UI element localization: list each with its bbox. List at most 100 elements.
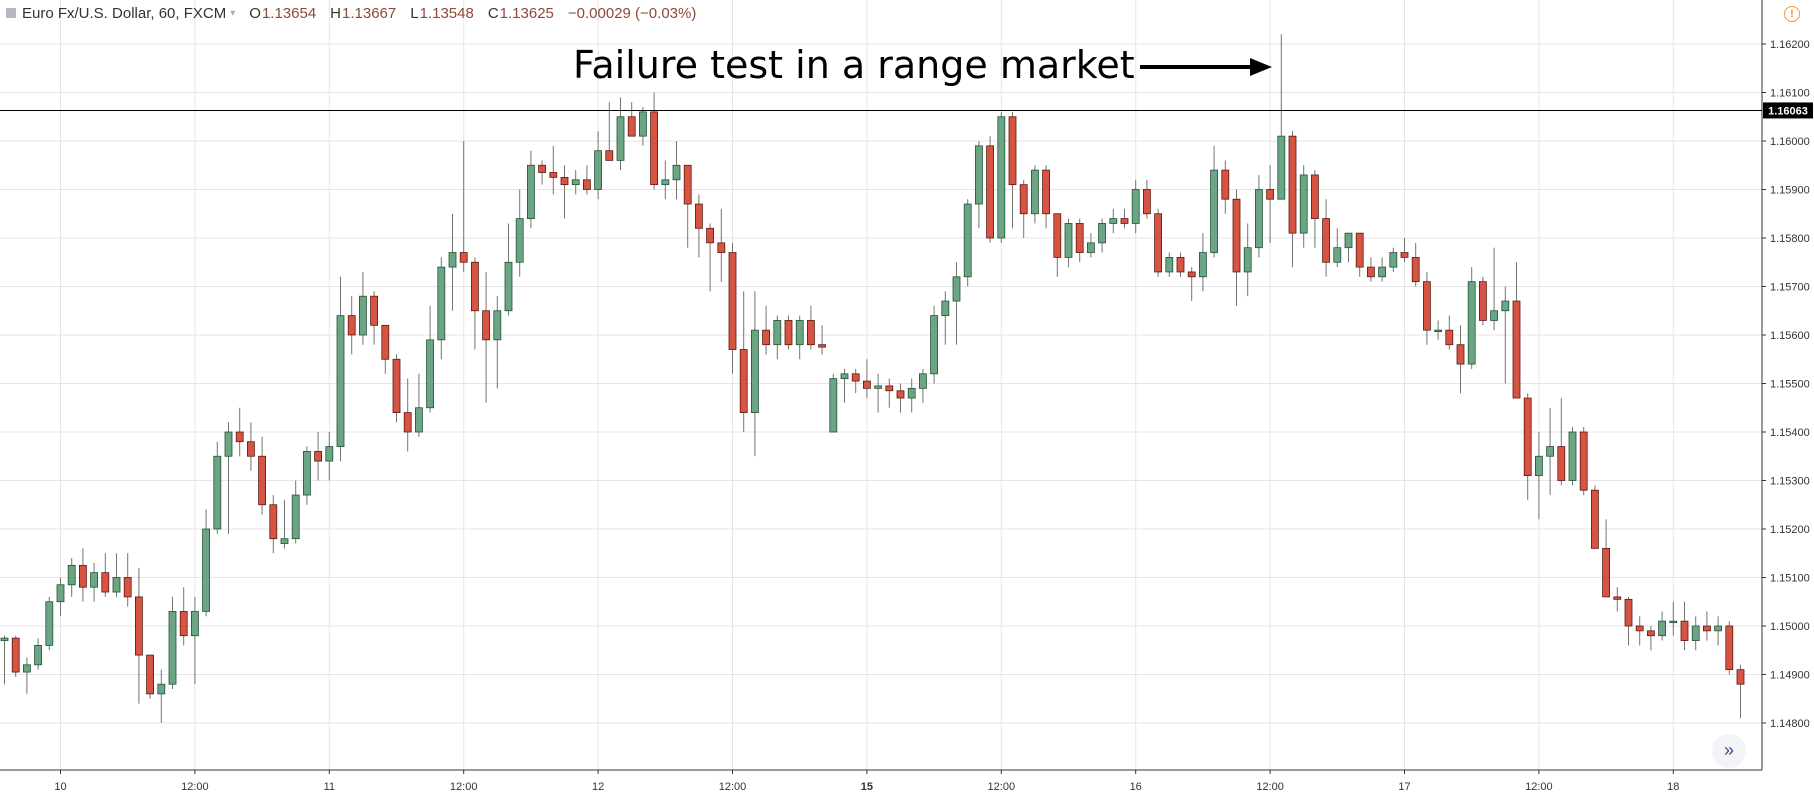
- candle-bullish: [1087, 233, 1095, 258]
- candle-body: [818, 344, 826, 348]
- candle-bearish: [549, 145, 558, 195]
- candle-bearish: [695, 194, 703, 258]
- candle-body: [146, 654, 155, 695]
- candle-bearish: [1266, 165, 1274, 243]
- candle-body: [168, 611, 177, 685]
- candle-bearish: [1456, 325, 1465, 394]
- candle-body: [1557, 446, 1566, 481]
- candle-bullish: [1490, 247, 1498, 331]
- candle-bearish: [269, 495, 278, 554]
- candle-body: [1635, 625, 1644, 632]
- candle-body: [22, 664, 31, 673]
- candle-body: [975, 145, 983, 205]
- close-label: C: [487, 4, 499, 22]
- candle-bearish: [1423, 271, 1431, 345]
- candle-body: [370, 295, 379, 326]
- candle-bearish: [728, 242, 737, 374]
- candle-body: [605, 150, 614, 161]
- candle-bearish: [1579, 427, 1588, 496]
- candle-bearish: [1523, 393, 1532, 500]
- candle-bearish: [1311, 170, 1319, 248]
- candle-body: [1490, 310, 1498, 321]
- candle-body: [1221, 169, 1230, 200]
- price-tick-label: 1.15000: [1770, 621, 1810, 633]
- candle-body: [1434, 329, 1442, 333]
- candle-body: [1008, 116, 1017, 186]
- candle-bearish: [258, 436, 267, 515]
- candle-bullish: [1344, 232, 1353, 263]
- candle-bearish: [1053, 213, 1062, 277]
- candle-body: [1053, 213, 1062, 258]
- candle-body: [919, 373, 927, 389]
- candle-body: [1400, 252, 1409, 258]
- candle-bearish: [1703, 611, 1711, 641]
- high-label: H: [330, 4, 342, 22]
- candle-body: [1243, 247, 1252, 273]
- candle-body: [1579, 431, 1588, 491]
- horizontal-level[interactable]: 1.16063: [0, 102, 1813, 119]
- candle-bullish: [414, 373, 423, 437]
- candle-body: [123, 577, 132, 598]
- candle-body: [1031, 169, 1039, 215]
- candle-body: [515, 218, 524, 263]
- candle-bearish: [1187, 267, 1196, 302]
- price-tick-label: 1.16100: [1770, 88, 1810, 100]
- candle-body: [1703, 625, 1711, 632]
- candle-bearish: [1322, 199, 1330, 277]
- candle-body: [1087, 242, 1095, 253]
- candle-bearish: [1232, 189, 1241, 306]
- candle-bullish: [90, 562, 98, 602]
- axes: [0, 0, 1763, 771]
- symbol-icon: [6, 8, 16, 18]
- candle-body: [1355, 232, 1364, 268]
- candle-body: [1019, 184, 1028, 215]
- candle-bearish: [818, 325, 826, 355]
- candle-bullish: [1389, 247, 1398, 272]
- candle-bullish: [1210, 145, 1218, 258]
- candle-body: [1143, 189, 1151, 215]
- candle-bullish: [437, 257, 446, 360]
- candle-bullish: [504, 223, 513, 316]
- candle-body: [739, 349, 748, 413]
- price-tick-label: 1.15700: [1770, 282, 1810, 294]
- candle-body: [695, 203, 703, 229]
- candle-body: [235, 431, 244, 443]
- candle-body: [840, 373, 849, 380]
- price-tick-label: 1.14800: [1770, 718, 1810, 730]
- candle-bearish: [896, 383, 905, 413]
- candle-bearish: [1411, 242, 1420, 287]
- candle-body: [571, 179, 580, 186]
- candle-bullish: [1658, 611, 1666, 641]
- candle-body: [1311, 174, 1319, 219]
- level-price-label: 1.16063: [1768, 105, 1808, 117]
- candle-body: [1546, 446, 1554, 457]
- chevron-down-icon[interactable]: ▾: [230, 7, 236, 19]
- candle-bullish: [224, 422, 233, 534]
- candle-bullish: [1277, 34, 1286, 200]
- candle-bearish: [1120, 208, 1129, 229]
- candle-body: [504, 261, 513, 312]
- candle-bullish: [997, 111, 1006, 243]
- candle-body: [56, 584, 65, 603]
- alert-icon[interactable]: !: [1784, 6, 1800, 22]
- candle-bearish: [650, 92, 658, 190]
- symbol-legend[interactable]: Euro Fx/U.S. Dollar, 60, FXCM ▾ O 1.13654…: [6, 3, 696, 23]
- candle-body: [157, 683, 166, 695]
- candle-bullish: [358, 271, 367, 345]
- candle-bullish: [963, 199, 972, 287]
- candle-body: [1109, 218, 1118, 224]
- candle-body: [1523, 397, 1532, 477]
- candle-body: [426, 339, 435, 409]
- candle-bullish: [202, 509, 211, 617]
- candle-bullish: [1669, 601, 1678, 636]
- candle-body: [1210, 169, 1218, 253]
- candle-bearish: [459, 141, 468, 272]
- candle-body: [795, 320, 804, 346]
- scroll-to-realtime-button[interactable]: »: [1712, 734, 1746, 768]
- candle-bearish: [1624, 596, 1633, 646]
- candle-bearish: [762, 305, 770, 355]
- candle-bearish: [1355, 232, 1364, 277]
- price-tick-label: 1.15200: [1770, 524, 1810, 536]
- candle-bullish: [336, 276, 345, 462]
